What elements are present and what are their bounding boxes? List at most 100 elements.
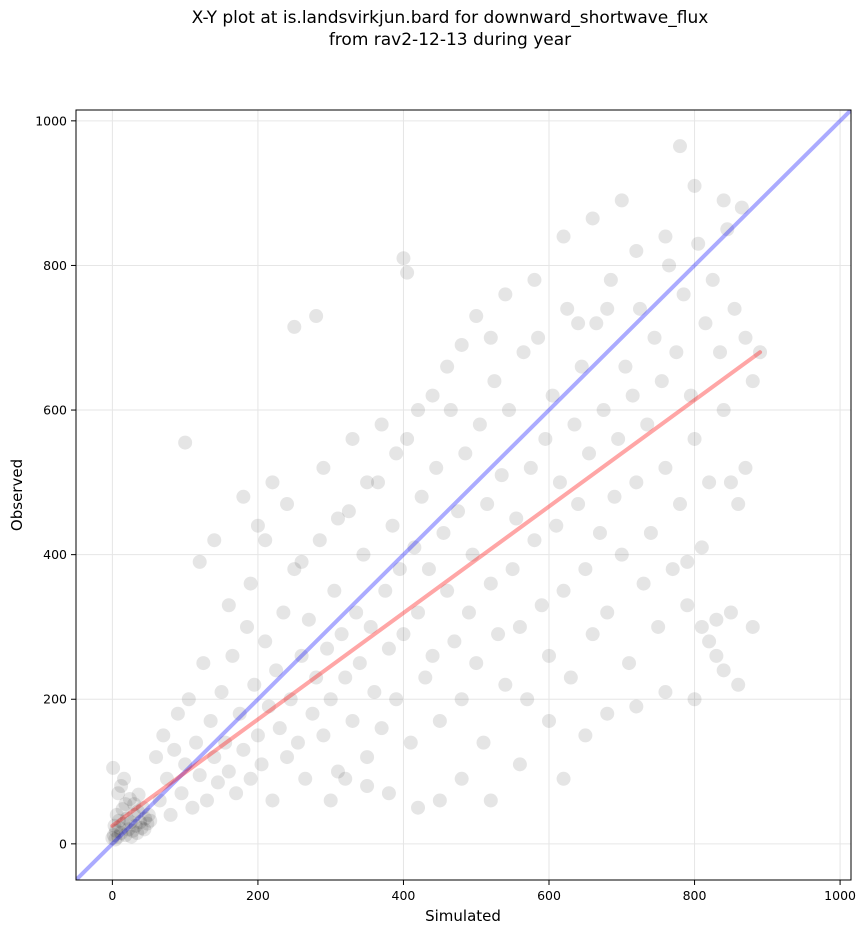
data-point (698, 316, 713, 331)
data-point (491, 627, 506, 642)
x-tick-label: 600 (537, 888, 561, 903)
data-point (163, 807, 178, 822)
data-point (396, 627, 411, 642)
data-point (560, 301, 575, 316)
data-point (189, 735, 204, 750)
data-point (432, 793, 447, 808)
data-point (425, 648, 440, 663)
data-point (734, 200, 749, 215)
data-point (119, 811, 134, 826)
data-point (629, 699, 644, 714)
data-point (345, 431, 360, 446)
data-point (476, 735, 491, 750)
data-point (716, 663, 731, 678)
data-point (128, 818, 143, 833)
data-point (687, 178, 702, 193)
data-point (614, 547, 629, 562)
data-point (131, 787, 146, 802)
data-point (425, 388, 440, 403)
data-point (403, 735, 418, 750)
data-point (614, 193, 629, 208)
data-point (167, 742, 182, 757)
data-point (589, 316, 604, 331)
data-point (105, 831, 120, 846)
data-point (137, 822, 152, 837)
data-point (106, 828, 121, 843)
data-point (509, 511, 524, 526)
data-point (512, 619, 527, 634)
data-point (753, 345, 768, 360)
data-point (261, 699, 276, 714)
y-tick-label: 600 (43, 403, 67, 418)
data-point (716, 193, 731, 208)
data-point (498, 287, 513, 302)
data-point (571, 316, 586, 331)
data-point (134, 820, 149, 835)
data-point (745, 374, 760, 389)
data-point (203, 713, 218, 728)
data-point (563, 670, 578, 685)
data-point (571, 497, 586, 512)
data-point (723, 605, 738, 620)
data-point (374, 417, 389, 432)
data-point (389, 692, 404, 707)
data-point (305, 706, 320, 721)
data-point (472, 417, 487, 432)
data-point (135, 800, 150, 815)
data-point (542, 713, 557, 728)
data-point (349, 605, 364, 620)
data-point (111, 786, 126, 801)
data-point (574, 359, 589, 374)
data-point (360, 475, 375, 490)
data-point (709, 648, 724, 663)
one-to-one-line (76, 110, 851, 880)
data-point (556, 583, 571, 598)
data-point (269, 663, 284, 678)
data-point (501, 403, 516, 418)
x-tick-label: 400 (392, 888, 416, 903)
data-point (327, 583, 342, 598)
data-point (716, 403, 731, 418)
data-point (265, 793, 280, 808)
data-point (185, 800, 200, 815)
data-point (370, 475, 385, 490)
data-point (280, 497, 295, 512)
data-point (290, 735, 305, 750)
data-point (429, 460, 444, 475)
data-point (118, 828, 133, 843)
data-point (702, 475, 717, 490)
chart-title: X-Y plot at is.landsvirkjun.bard for dow… (0, 7, 866, 51)
data-point (117, 771, 132, 786)
data-point (436, 525, 451, 540)
y-tick-label: 0 (59, 836, 67, 851)
data-point (713, 345, 728, 360)
data-point (367, 685, 382, 700)
data-point (443, 403, 458, 418)
data-point (170, 706, 185, 721)
data-point (549, 518, 564, 533)
data-point (352, 656, 367, 671)
data-point (107, 818, 122, 833)
data-point (676, 287, 691, 302)
data-point (294, 648, 309, 663)
axis-ticks: 0 200 400 600 800 1000 0 200 400 600 800 1000 (35, 113, 856, 903)
data-point (334, 627, 349, 642)
data-point (312, 533, 327, 548)
data-point (381, 641, 396, 656)
data-point (556, 771, 571, 786)
data-point (421, 562, 436, 577)
data-point (207, 750, 222, 765)
data-point (320, 641, 335, 656)
data-point (192, 554, 207, 569)
data-point (112, 820, 127, 835)
data-point (600, 301, 615, 316)
data-point (578, 562, 593, 577)
data-point (341, 504, 356, 519)
data-point (111, 829, 126, 844)
data-point (381, 786, 396, 801)
data-point (516, 345, 531, 360)
data-point (210, 775, 225, 790)
data-point (658, 460, 673, 475)
data-point (647, 330, 662, 345)
